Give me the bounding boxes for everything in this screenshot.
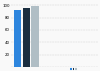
Bar — [14, 10, 21, 67]
Bar — [31, 6, 39, 67]
Legend: , , : , , — [70, 68, 77, 69]
Bar — [23, 8, 30, 67]
